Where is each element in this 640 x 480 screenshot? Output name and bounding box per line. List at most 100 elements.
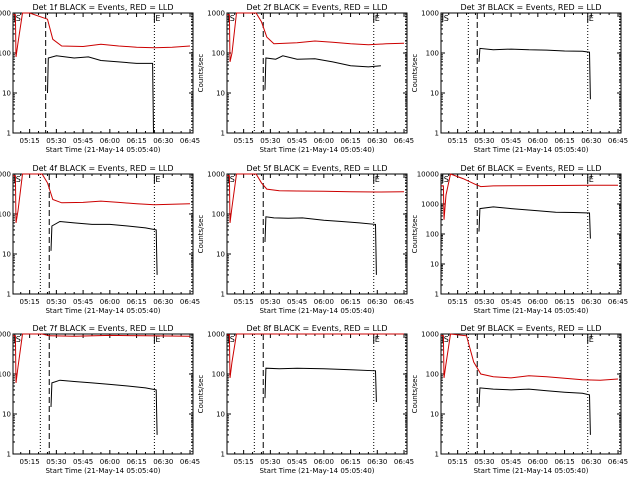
x-tick-label: 05:15: [20, 298, 40, 306]
start-marker: S: [16, 335, 21, 344]
events-series-line: [47, 55, 154, 134]
end-marker: E: [375, 175, 380, 184]
x-tick-label: 06:00: [528, 298, 548, 306]
x-tick-label: 06:00: [528, 458, 548, 466]
y-tick-label: 10: [430, 261, 439, 269]
panel-title: Det 2f BLACK = Events, RED = LLD: [246, 3, 387, 12]
end-marker: E: [589, 175, 594, 184]
y-tick-label: 1000: [0, 331, 11, 339]
y-tick-label: 1: [7, 291, 11, 299]
x-tick-label: 05:45: [501, 298, 521, 306]
end-marker: E: [155, 14, 160, 23]
panel-title: Det 7f BLACK = Events, RED = LLD: [32, 324, 173, 333]
end-marker: E: [589, 335, 594, 344]
panel-title: Det 5f BLACK = Events, RED = LLD: [246, 164, 387, 173]
y-tick-label: 1000: [421, 331, 439, 339]
y-tick-label: 100: [426, 50, 439, 58]
y-tick-label: 1: [435, 291, 439, 299]
x-tick-label: 05:30: [46, 137, 66, 145]
x-tick-label: 06:15: [126, 298, 146, 306]
plot-frame: [12, 333, 194, 455]
x-tick-label: 06:45: [394, 458, 414, 466]
x-tick-label: 06:15: [340, 137, 360, 145]
y-tick-label: 10: [216, 411, 225, 419]
y-axis-label: Counts/sec: [411, 215, 419, 254]
start-marker: S: [444, 175, 449, 184]
y-tick-label: 100: [0, 50, 11, 58]
x-tick-label: 05:15: [234, 458, 254, 466]
events-series-line: [478, 206, 591, 239]
end-marker: E: [375, 335, 380, 344]
x-tick-label: 05:15: [448, 137, 468, 145]
x-tick-label: 06:45: [394, 298, 414, 306]
y-tick-label: 1000: [207, 171, 225, 179]
x-tick-label: 06:00: [314, 298, 334, 306]
end-marker: E: [155, 335, 160, 344]
x-tick-label: 06:45: [394, 137, 414, 145]
panel-9: Det 9f BLACK = Events, RED = LLD 1 10 100 10…: [411, 324, 628, 475]
x-tick-label: 06:30: [153, 458, 173, 466]
y-tick-label: 10: [2, 411, 11, 419]
x-tick-label: 05:15: [20, 458, 40, 466]
x-tick-label: 05:30: [46, 298, 66, 306]
lld-series-line: [227, 333, 404, 378]
y-tick-label: 100: [212, 50, 225, 58]
x-tick-label: 06:00: [528, 137, 548, 145]
x-tick-label: 06:15: [340, 298, 360, 306]
start-marker: S: [16, 14, 21, 23]
x-tick-label: 06:00: [100, 458, 120, 466]
x-tick-label: 05:45: [73, 458, 93, 466]
panel-6: Det 6f BLACK = Events, RED = LLD 1 10 100 10…: [411, 164, 628, 315]
x-tick-label: 05:45: [287, 458, 307, 466]
lld-series-line: [13, 173, 191, 223]
x-tick-label: 05:30: [474, 298, 494, 306]
y-tick-label: 1: [7, 130, 11, 138]
y-tick-label: 100: [426, 371, 439, 379]
plot-frame: [12, 12, 194, 134]
panel-5: Det 5f BLACK = Events, RED = LLD 1 10 100 10…: [197, 164, 414, 315]
start-marker: S: [230, 14, 235, 23]
x-tick-label: 05:45: [73, 137, 93, 145]
x-tick-label: 06:30: [367, 458, 387, 466]
x-tick-label: 05:30: [474, 458, 494, 466]
y-tick-label: 1000: [0, 171, 11, 179]
end-marker: E: [375, 14, 380, 23]
plot-frame: [440, 333, 622, 455]
panel-2: Det 2f BLACK = Events, RED = LLD 1 10 100 10…: [197, 3, 414, 154]
events-series-line: [50, 220, 158, 275]
x-tick-label: 06:30: [367, 298, 387, 306]
lld-series-line: [441, 173, 618, 220]
events-series-line: [50, 379, 158, 435]
y-tick-label: 10: [430, 90, 439, 98]
x-tick-label: 06:15: [126, 458, 146, 466]
x-tick-label: 06:00: [314, 137, 334, 145]
y-tick-label: 1000: [0, 10, 11, 18]
x-tick-label: 06:30: [367, 137, 387, 145]
plot-frame: [440, 12, 622, 134]
lld-series-line: [227, 12, 405, 63]
panel-3: Det 3f BLACK = Events, RED = LLD 1 10 100 10…: [411, 3, 628, 154]
events-series-line: [264, 367, 377, 403]
x-tick-label: 05:15: [234, 137, 254, 145]
events-series-line: [264, 216, 377, 275]
y-tick-label: 100: [426, 231, 439, 239]
plot-frame: [226, 12, 408, 134]
y-tick-label: 1: [435, 130, 439, 138]
x-tick-label: 05:15: [20, 137, 40, 145]
x-axis-label: Start Time (21-May-14 05:05:40): [473, 307, 588, 315]
x-axis-label: Start Time (21-May-14 05:05:40): [45, 146, 160, 154]
x-tick-label: 05:45: [73, 298, 93, 306]
start-marker: S: [16, 175, 21, 184]
panel-7: Det 7f BLACK = Events, RED = LLD 1 10 100 10…: [0, 324, 200, 475]
x-tick-label: 05:15: [448, 298, 468, 306]
x-tick-label: 05:45: [287, 298, 307, 306]
y-tick-label: 1: [435, 451, 439, 459]
panel-title: Det 4f BLACK = Events, RED = LLD: [32, 164, 173, 173]
panel-title: Det 6f BLACK = Events, RED = LLD: [460, 164, 601, 173]
events-series-line: [264, 55, 381, 90]
y-tick-label: 100: [212, 371, 225, 379]
x-tick-label: 05:45: [501, 458, 521, 466]
y-tick-label: 10: [430, 411, 439, 419]
y-tick-label: 1000: [421, 10, 439, 18]
